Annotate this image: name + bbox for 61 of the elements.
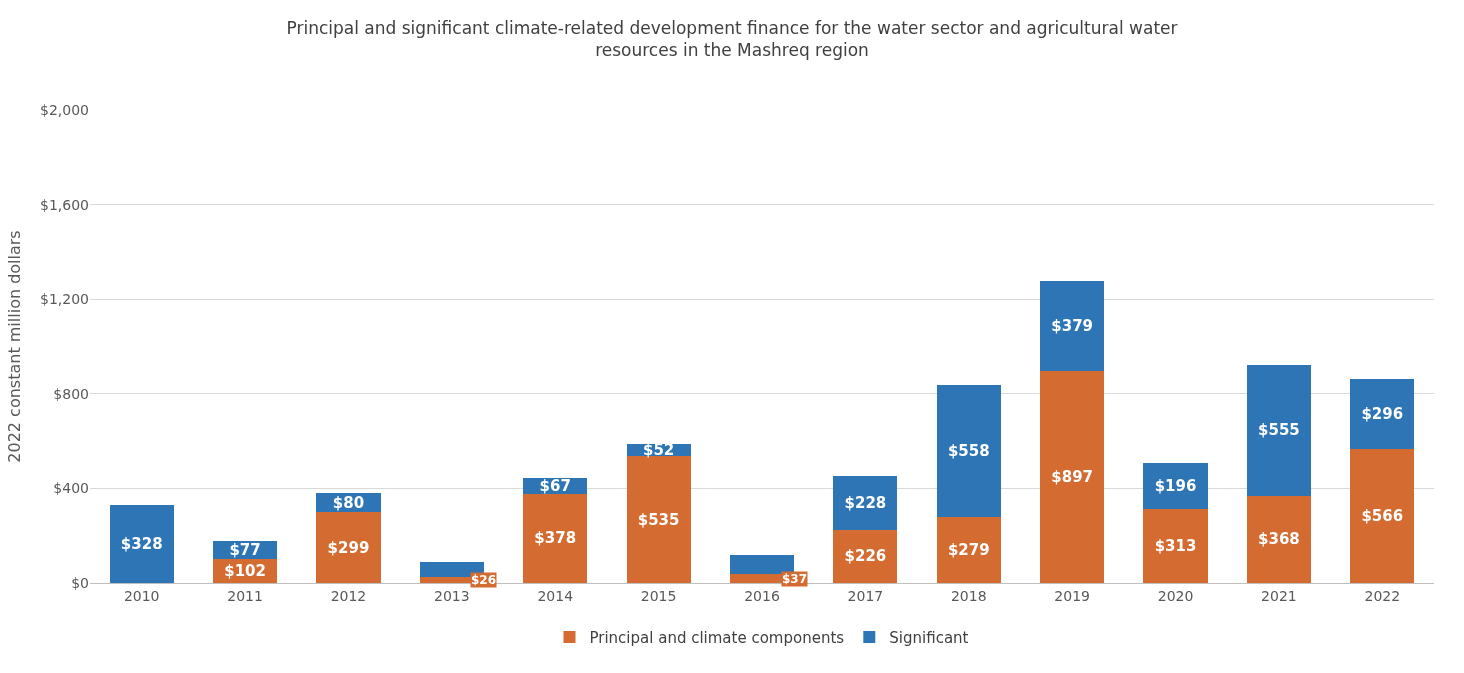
- bar: [1040, 281, 1105, 371]
- data-label: $328: [120, 535, 163, 554]
- x-tick-label: 2014: [537, 587, 574, 604]
- data-label: $535: [637, 510, 680, 529]
- y-tick-label: $1,200: [40, 291, 89, 308]
- data-label: $228: [844, 493, 887, 512]
- data-label: $226: [844, 547, 887, 566]
- data-label: $80: [332, 493, 365, 512]
- x-tick-label: 2022: [1364, 587, 1401, 604]
- data-label: $296: [1361, 405, 1404, 424]
- x-tick-label: 2018: [950, 587, 987, 604]
- data-label: $313: [1154, 536, 1197, 555]
- bar: [833, 475, 898, 530]
- x-tick-label: 2017: [847, 587, 884, 604]
- bar: [1143, 462, 1208, 509]
- data-label: $196: [1154, 476, 1197, 495]
- bar: [1246, 364, 1311, 496]
- data-label: $37: [782, 572, 808, 586]
- data-label: $279: [947, 541, 990, 560]
- bar: [316, 512, 381, 583]
- x-tick-label: 2019: [1054, 587, 1090, 604]
- data-label: $299: [327, 538, 370, 557]
- bar: [1350, 449, 1415, 583]
- x-tick-label: 2021: [1261, 587, 1297, 604]
- legend-label: Significant: [889, 628, 969, 647]
- y-tick-label: $1,600: [40, 196, 89, 213]
- data-label: $77: [229, 540, 261, 559]
- data-label: $897: [1051, 467, 1094, 486]
- data-label: $102: [224, 561, 266, 580]
- y-tick-label: $0: [71, 574, 89, 591]
- bar: [109, 505, 174, 583]
- bar: [729, 555, 795, 575]
- data-label: $558: [947, 442, 990, 461]
- data-label: $26: [471, 573, 497, 587]
- legend-label: Principal and climate components: [589, 628, 845, 647]
- data-label: $555: [1258, 421, 1300, 440]
- bar: [1143, 508, 1208, 583]
- data-label: $566: [1361, 507, 1404, 526]
- bar: [1040, 370, 1105, 583]
- x-tick-label: 2010: [123, 587, 160, 604]
- bar: [1246, 495, 1311, 583]
- y-axis-title: 2022 constant million dollars: [4, 230, 24, 463]
- bar: [936, 517, 1001, 583]
- bar: [626, 456, 691, 583]
- x-tick-label: 2012: [330, 587, 367, 604]
- data-label: $379: [1051, 317, 1094, 336]
- bar: [1350, 379, 1415, 450]
- bar: [936, 385, 1001, 518]
- data-label: $378: [534, 529, 577, 548]
- x-tick-label: 2013: [434, 587, 470, 604]
- x-tick-label: 2015: [640, 587, 677, 604]
- bar: [523, 493, 588, 583]
- y-tick-label: $800: [53, 385, 89, 402]
- y-tick-label: $400: [53, 480, 89, 497]
- x-tick-label: 2011: [227, 587, 263, 604]
- x-tick-label: 2020: [1157, 587, 1194, 604]
- chart-title: Principal and significant climate-related development finance for the water sector and agricultural water resources in the Mashreq region: [286, 17, 1178, 60]
- x-tick-label: 2016: [744, 587, 780, 604]
- data-label: $67: [539, 476, 571, 495]
- data-label: $368: [1258, 530, 1300, 549]
- y-tick-label: $2,000: [40, 101, 89, 118]
